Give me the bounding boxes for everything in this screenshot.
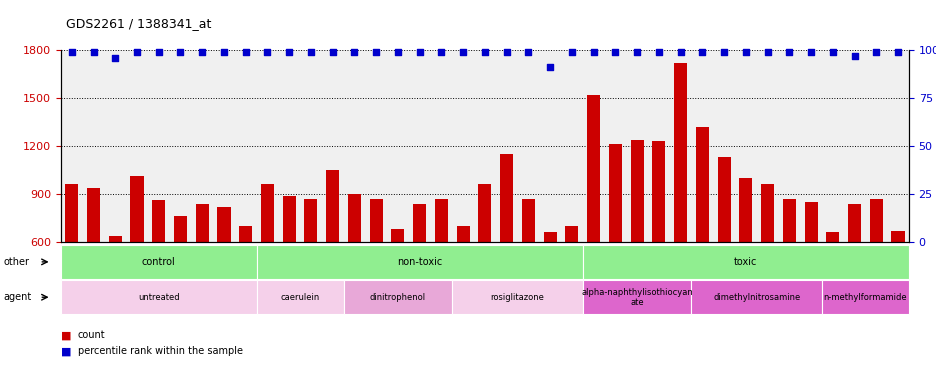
Bar [283,195,296,338]
Point [542,64,557,70]
Bar [456,226,469,338]
Point [716,49,731,55]
Point [738,49,753,55]
Point [759,49,774,55]
Point [129,49,144,55]
Point [563,49,578,55]
Bar [564,226,578,338]
Point [629,49,644,55]
Text: dinitrophenol: dinitrophenol [370,293,426,302]
Bar [260,184,273,338]
Bar [370,199,382,338]
Bar [66,184,79,338]
Text: caerulein: caerulein [280,293,319,302]
Point [390,49,405,55]
Bar [217,207,230,338]
Point [607,49,622,55]
Bar [434,199,447,338]
Bar [739,178,752,338]
Text: alpha-naphthylisothiocyan
ate: alpha-naphthylisothiocyan ate [580,288,693,307]
Bar [87,187,100,338]
Text: GDS2261 / 1388341_at: GDS2261 / 1388341_at [66,17,211,30]
Point [303,49,318,55]
Point [499,49,514,55]
Bar [326,170,339,338]
Bar [413,204,426,338]
Point [173,49,188,55]
Bar [847,204,860,338]
Bar [304,199,317,338]
Bar [890,231,903,338]
Point [151,49,166,55]
Text: untreated: untreated [138,293,180,302]
Point [868,49,883,55]
Bar [673,63,686,338]
Text: rosiglitazone: rosiglitazone [490,293,544,302]
Text: ■: ■ [61,346,71,356]
Point [433,49,448,55]
Point [259,49,274,55]
Bar [543,232,556,338]
Point [455,49,470,55]
Point [781,49,796,55]
Bar [239,226,252,338]
Point [325,49,340,55]
Point [695,49,709,55]
Bar [782,199,795,338]
Bar [630,140,643,338]
Point [889,49,904,55]
Text: agent: agent [4,292,32,302]
Point [108,55,123,61]
Point [346,49,361,55]
Bar [695,127,709,338]
Bar [347,194,360,338]
Text: percentile rank within the sample: percentile rank within the sample [78,346,242,356]
Bar [826,232,839,338]
Point [282,49,297,55]
Bar [521,199,534,338]
Point [195,49,210,55]
Point [65,49,80,55]
Point [412,49,427,55]
Point [476,49,492,55]
Point [846,53,861,59]
Bar [608,144,622,338]
Bar [869,199,882,338]
Bar [109,235,122,338]
Bar [804,202,817,338]
Text: non-toxic: non-toxic [397,257,442,267]
Text: toxic: toxic [733,257,756,267]
Point [825,49,840,55]
Text: control: control [141,257,175,267]
Text: count: count [78,330,105,340]
Text: dimethylnitrosamine: dimethylnitrosamine [712,293,799,302]
Point [238,49,253,55]
Bar [478,184,490,338]
Bar [391,229,404,338]
Bar [196,204,209,338]
Point [520,49,535,55]
Bar [651,141,665,338]
Bar [587,95,599,338]
Point [86,49,101,55]
Bar [174,216,187,338]
Point [803,49,818,55]
Text: n-methylformamide: n-methylformamide [823,293,906,302]
Bar [760,184,773,338]
Point [651,49,665,55]
Bar [152,200,165,338]
Point [216,49,231,55]
Text: other: other [4,257,30,267]
Point [368,49,383,55]
Point [586,49,601,55]
Bar [130,176,143,338]
Point [672,49,687,55]
Text: ■: ■ [61,330,71,340]
Bar [500,154,513,338]
Bar [717,157,730,338]
